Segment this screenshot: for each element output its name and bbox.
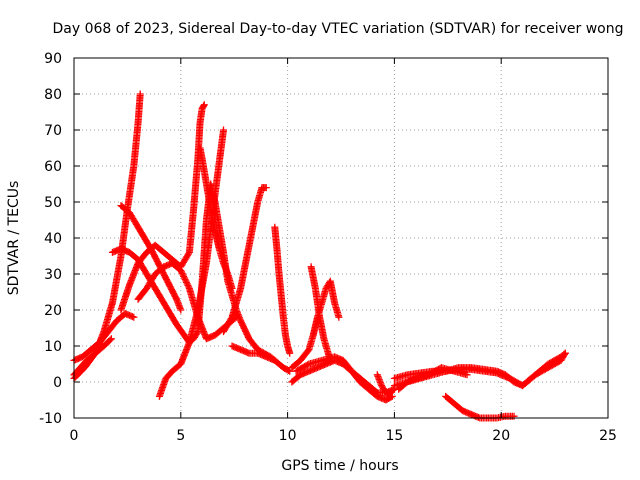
x-tick-label: 0 (70, 428, 79, 444)
data-point (244, 332, 252, 340)
series-track-06 (117, 101, 208, 314)
data-point (389, 386, 397, 394)
series-track-22 (395, 364, 471, 393)
data-point (243, 330, 251, 338)
data-point (463, 371, 471, 379)
y-tick-label: -10 (39, 411, 62, 427)
x-tick-label: 15 (385, 428, 403, 444)
data-point (241, 326, 249, 334)
data-point (240, 324, 248, 332)
series-track-11 (220, 184, 270, 336)
data-point (239, 323, 247, 331)
data-point (183, 280, 191, 288)
y-tick-label: 90 (44, 51, 62, 67)
x-tick-labels: 0 5 10 15 20 25 (70, 428, 617, 444)
x-tick-label: 20 (492, 428, 510, 444)
y-tick-label: 30 (44, 267, 62, 283)
data-point (561, 349, 569, 357)
chart-title: Day 068 of 2023, Sidereal Day-to-day VTE… (53, 21, 624, 37)
y-tick-label: 40 (44, 231, 62, 247)
data-point (107, 335, 115, 343)
data-point (286, 349, 294, 357)
y-tick-label: 80 (44, 87, 62, 103)
series-track-10 (196, 144, 236, 292)
axis-ticks (73, 57, 609, 419)
data-point (180, 272, 188, 280)
data-point (182, 277, 190, 285)
data-point (200, 101, 208, 109)
data-point (185, 283, 193, 291)
data-point (242, 329, 250, 337)
y-tick-label: 70 (44, 123, 62, 139)
x-tick-label: 10 (279, 428, 297, 444)
data-point (136, 90, 144, 98)
data-point (193, 329, 201, 337)
y-tick-label: 10 (44, 339, 62, 355)
series-track-18 (373, 371, 398, 397)
data-point (242, 327, 250, 335)
data-point (184, 281, 192, 289)
data-point (239, 321, 247, 329)
series-track-14 (288, 277, 343, 372)
data-point (220, 126, 228, 134)
series-track-04 (117, 202, 185, 314)
data-point (388, 392, 396, 400)
data-point (335, 313, 343, 321)
y-tick-label: 50 (44, 195, 62, 211)
data-point (200, 102, 208, 110)
data-point (237, 317, 245, 325)
series-track-12 (228, 342, 279, 364)
data-point (177, 266, 185, 274)
data-point (130, 313, 138, 321)
x-tick-label: 5 (176, 428, 185, 444)
data-point (178, 269, 186, 277)
data-point (106, 336, 114, 344)
y-tick-label: 60 (44, 159, 62, 175)
data-point (262, 184, 270, 192)
data-point (510, 412, 518, 420)
data-point (238, 320, 246, 328)
data-point (178, 268, 186, 276)
data-point (286, 367, 294, 375)
data-point (181, 275, 189, 283)
data-point (237, 318, 245, 326)
x-axis-label: GPS time / hours (281, 458, 398, 474)
x-tick-label: 25 (599, 428, 617, 444)
data-point (304, 361, 312, 369)
data-points (70, 90, 569, 422)
y-tick-labels: -10 0 10 20 30 40 50 60 70 80 90 (39, 51, 62, 427)
data-point (180, 274, 188, 282)
y-tick-label: 0 (53, 375, 62, 391)
data-point (271, 356, 279, 364)
data-point (560, 350, 568, 358)
y-tick-label: 20 (44, 303, 62, 319)
data-point (184, 250, 192, 258)
y-axis-label: SDTVAR / TECUs (6, 181, 22, 296)
data-point (228, 284, 236, 292)
data-point (177, 306, 185, 314)
data-point (179, 271, 187, 279)
series-track-17 (292, 353, 396, 404)
series-track-13 (271, 223, 294, 357)
data-point (182, 278, 190, 286)
